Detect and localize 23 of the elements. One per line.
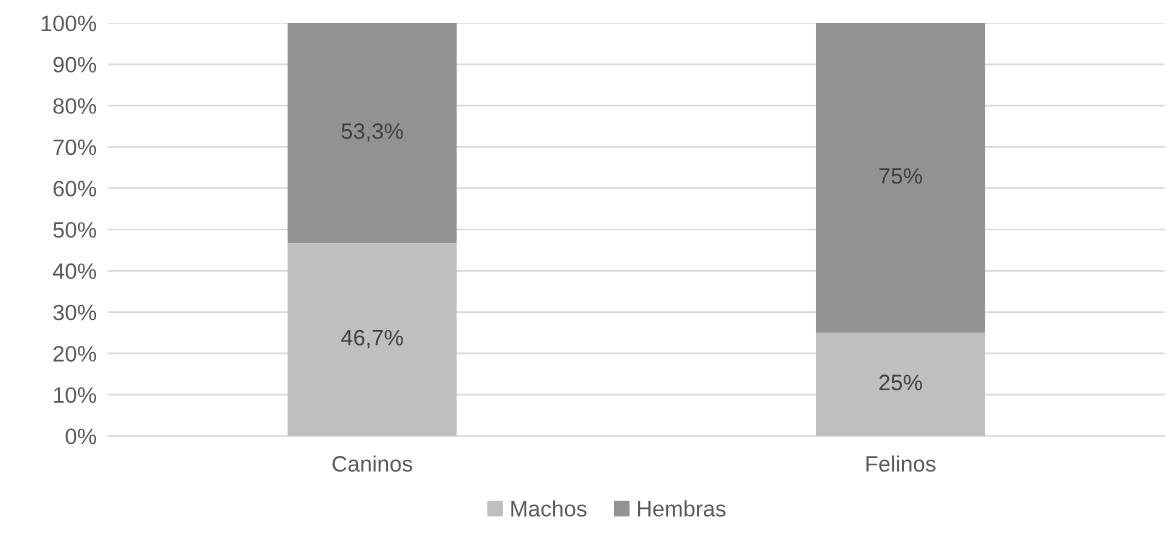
data-label: 53,3%	[341, 123, 403, 142]
data-label: 75%	[879, 168, 922, 184]
x-tick-label: Caninos	[332, 455, 413, 472]
y-tick-label: 90%	[53, 56, 97, 73]
y-tick-label: 100%	[41, 15, 97, 32]
data-label: 25%	[879, 374, 922, 391]
y-tick-label: 10%	[54, 387, 97, 403]
x-tick-label: Felinos	[866, 455, 936, 472]
y-tick-label: 20%	[53, 345, 97, 362]
y-tick-label: 40%	[52, 263, 97, 280]
data-label: 46,7%	[341, 329, 403, 349]
bar	[815, 23, 986, 333]
y-tick-label: 60%	[53, 180, 97, 197]
y-tick-label: 80%	[53, 98, 97, 114]
bar	[287, 243, 457, 436]
bar	[815, 332, 986, 436]
bar	[287, 23, 457, 244]
y-tick-label: 0%	[65, 428, 97, 445]
y-tick-label: 70%	[53, 139, 97, 156]
legend-label: Machos	[511, 500, 587, 517]
y-tick-label: 30%	[53, 304, 97, 321]
y-tick-label: 50%	[53, 222, 97, 238]
legend-label: Hembras	[638, 500, 726, 517]
